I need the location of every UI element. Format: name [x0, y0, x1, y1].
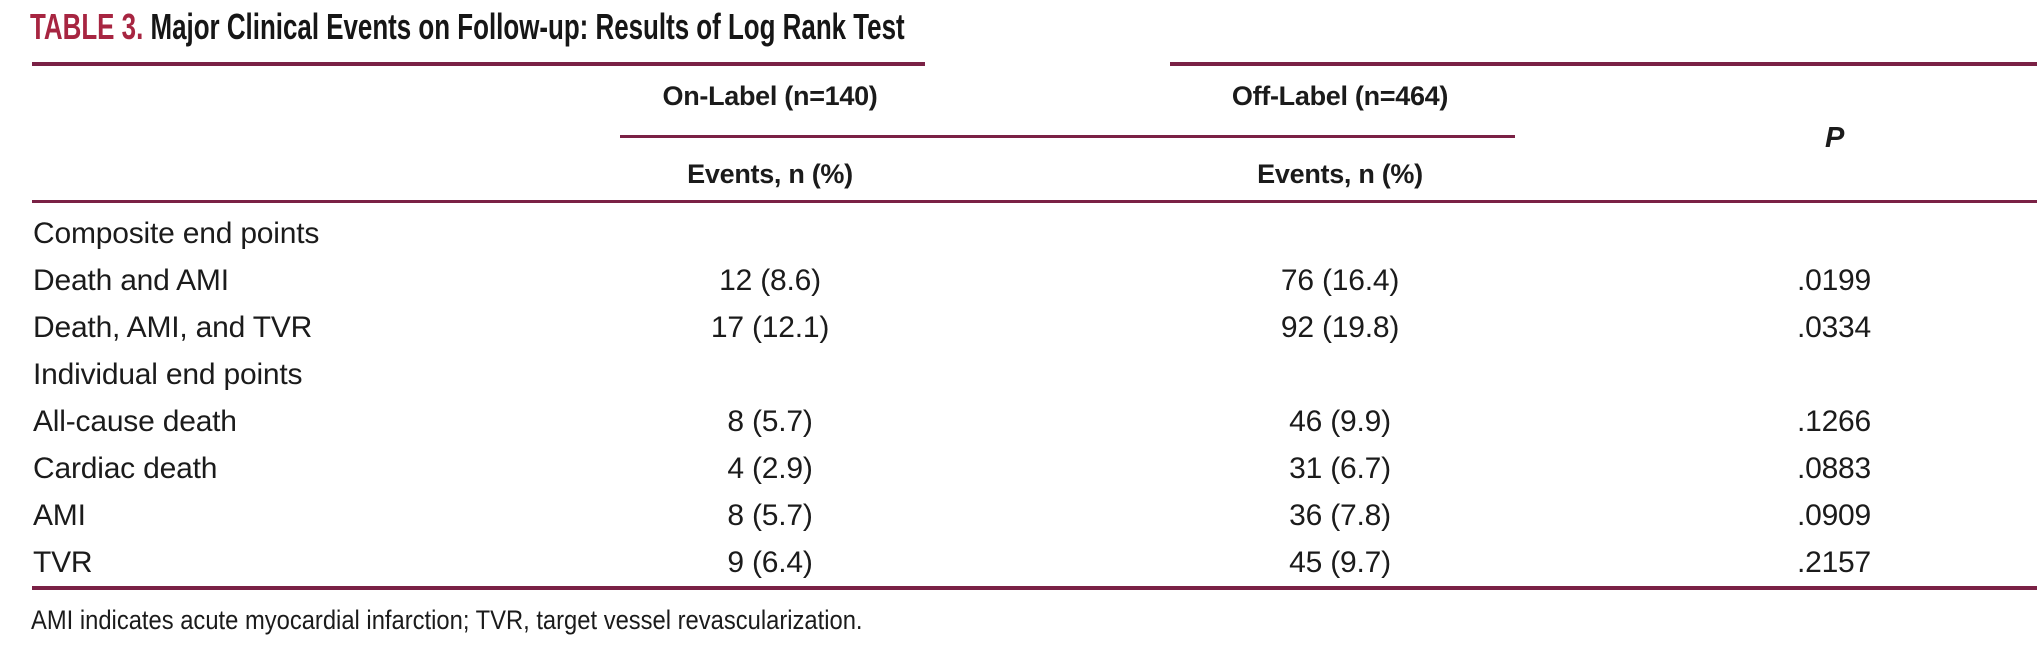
off-label-value: 46 (9.9) [1289, 405, 1391, 438]
table-bottom-rule [32, 586, 2037, 590]
row-label: Individual end points [33, 358, 303, 391]
table-title: TABLE 3. Major Clinical Events on Follow… [30, 6, 905, 48]
row-label: All-cause death [33, 405, 237, 438]
column-group-on-label: On-Label (n=140) [662, 81, 878, 111]
off-label-value: 31 (6.7) [1289, 452, 1391, 485]
table-row: TVR 9 (6.4) 45 (9.7) .2157 [0, 539, 2041, 586]
subheader-on-label-events: Events, n (%) [687, 159, 853, 189]
p-value: .0883 [1796, 452, 1872, 485]
p-value: .0909 [1796, 499, 1872, 532]
p-value: .2157 [1796, 546, 1872, 579]
table-row: Individual end points [0, 351, 2041, 398]
off-label-value [1020, 351, 1660, 398]
on-label-value: 12 (8.6) [719, 264, 821, 297]
table-row: Composite end points [0, 210, 2041, 257]
row-label: Death, AMI, and TVR [33, 311, 313, 344]
column-header-p: P [1824, 122, 1845, 154]
on-label-value [520, 351, 1020, 398]
p-value: .0199 [1796, 264, 1872, 297]
top-rule-right-segment [1170, 62, 2037, 66]
row-label: Cardiac death [33, 452, 218, 485]
on-label-value: 17 (12.1) [710, 311, 830, 344]
row-label: Death and AMI [33, 264, 229, 297]
table-title-text: Major Clinical Events on Follow-up: Resu… [150, 6, 905, 47]
off-label-value: 36 (7.8) [1289, 499, 1391, 532]
table-number-label: TABLE 3. [30, 6, 144, 47]
table-body: Composite end points Death and AMI 12 (8… [0, 210, 2041, 586]
table-row: All-cause death 8 (5.7) 46 (9.9) .1266 [0, 398, 2041, 445]
on-label-value: 4 (2.9) [727, 452, 813, 485]
p-value [1660, 210, 2041, 257]
spanner-underline-rule [620, 135, 1515, 138]
off-label-value: 45 (9.7) [1289, 546, 1391, 579]
table-footnote: AMI indicates acute myocardial infarctio… [31, 605, 863, 635]
top-rule-left-segment [32, 62, 925, 66]
row-label: Composite end points [33, 217, 320, 250]
p-value: .1266 [1796, 405, 1872, 438]
table-row: Death and AMI 12 (8.6) 76 (16.4) .0199 [0, 257, 2041, 304]
on-label-value: 8 (5.7) [727, 499, 813, 532]
off-label-value: 92 (19.8) [1280, 311, 1400, 344]
on-label-value: 8 (5.7) [727, 405, 813, 438]
subheader-off-label-events: Events, n (%) [1257, 159, 1423, 189]
header-bottom-rule [32, 200, 2037, 203]
table-row: AMI 8 (5.7) 36 (7.8) .0909 [0, 492, 2041, 539]
p-value: .0334 [1796, 311, 1872, 344]
table-row: Death, AMI, and TVR 17 (12.1) 92 (19.8) … [0, 304, 2041, 351]
row-label: TVR [33, 546, 93, 579]
on-label-value: 9 (6.4) [727, 546, 813, 579]
on-label-value [520, 210, 1020, 257]
column-group-off-label: Off-Label (n=464) [1231, 81, 1449, 111]
table-row: Cardiac death 4 (2.9) 31 (6.7) .0883 [0, 445, 2041, 492]
off-label-value: 76 (16.4) [1280, 264, 1400, 297]
off-label-value [1020, 210, 1660, 257]
p-value [1660, 351, 2041, 398]
row-label: AMI [33, 499, 86, 532]
